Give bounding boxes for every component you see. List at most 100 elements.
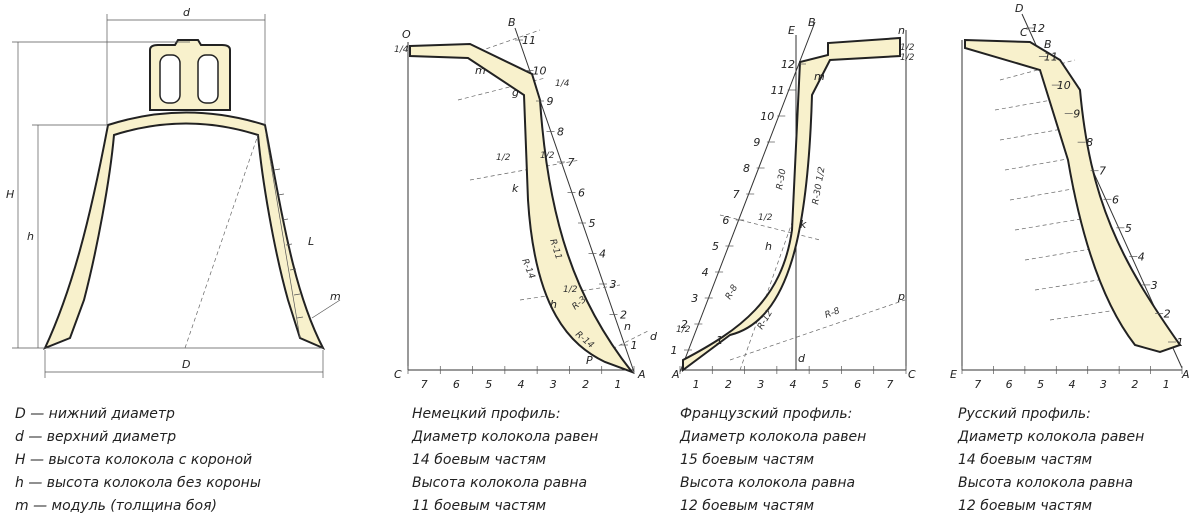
scale-label: 5 — [1125, 222, 1132, 235]
fraction: 1/4 — [555, 79, 570, 89]
caption-line: Диаметр колокола равен — [411, 429, 598, 445]
axis-label: 6 — [453, 378, 460, 391]
scale-label: 8 — [743, 162, 750, 175]
label: k — [800, 218, 807, 231]
fraction: 1/2 — [563, 285, 578, 295]
axis-label: 4 — [518, 378, 525, 391]
axis-label: 7 — [421, 378, 428, 391]
fraction: 1/2 — [758, 213, 773, 223]
axis-label: 5 — [485, 378, 492, 391]
axis-label: 1 — [693, 378, 700, 391]
axis-label: 2 — [1131, 378, 1138, 391]
scale-label: 12 — [781, 58, 795, 71]
label: h — [550, 298, 557, 311]
scale-label: 11 — [771, 84, 785, 97]
caption-line: 11 боевым частям — [412, 498, 547, 514]
label: C — [394, 368, 402, 381]
label: m — [475, 64, 486, 77]
axis-label: 2 — [725, 378, 732, 391]
label: m — [330, 290, 341, 303]
scale-label: 3 — [691, 292, 698, 305]
radius-label: R-8 — [824, 306, 842, 321]
construction-line — [470, 160, 580, 180]
construction-line — [740, 200, 800, 370]
scale-label: 2 — [1164, 307, 1171, 320]
bell-drawing: d H h L m D — [6, 6, 341, 378]
caption-line: Высота колокола равна — [412, 475, 587, 491]
scale-label: 1 — [631, 339, 638, 352]
scale-label: 10 — [533, 65, 547, 78]
axis-label: 2 — [582, 378, 589, 391]
scale-label: 11 — [522, 34, 536, 47]
legend-item: H — высота колокола с короной — [15, 452, 252, 468]
scale-label: 9 — [547, 95, 554, 108]
axis-label: 4 — [790, 378, 797, 391]
scale-label: 2 — [620, 309, 627, 322]
label: g — [512, 86, 519, 99]
label: C — [908, 368, 916, 381]
label: 1 — [716, 334, 723, 347]
caption-line: Французский профиль: — [680, 406, 852, 422]
construction-line — [185, 135, 258, 348]
fraction: 1/2 — [540, 151, 555, 161]
legend: D — нижний диаметр d — верхний диаметр H… — [15, 406, 261, 514]
german-bell-profile — [410, 44, 632, 372]
axis-label: 5 — [1037, 378, 1044, 391]
fraction: 1/2 — [496, 153, 511, 163]
caption-line: Диаметр колокола равен — [679, 429, 866, 445]
scale-label: 10 — [760, 110, 774, 123]
label: d — [183, 6, 191, 19]
scale-label: 3 — [1151, 279, 1158, 292]
scale-label: 6 — [578, 187, 585, 200]
legend-item: D — нижний диаметр — [15, 406, 175, 422]
dim-line — [266, 135, 300, 338]
caption-line: 12 боевым частям — [680, 498, 815, 514]
label: d — [798, 352, 806, 365]
caption-line: 14 боевым частям — [958, 452, 1093, 468]
axis-label: 1 — [1163, 378, 1170, 391]
fraction: 1/2 — [900, 53, 915, 63]
label: A — [671, 368, 680, 381]
legend-item: m — модуль (толщина боя) — [15, 498, 217, 514]
scale-label: 6 — [1112, 193, 1119, 206]
label: h — [27, 230, 34, 243]
scale-label: 4 — [1138, 250, 1145, 263]
axis-label: 6 — [854, 378, 861, 391]
french-bell-profile — [683, 38, 900, 370]
legend-item: d — верхний диаметр — [15, 429, 176, 445]
label: B — [808, 16, 816, 29]
legend-item: h — высота колокола без короны — [15, 475, 261, 491]
scale-label: 12 — [1031, 22, 1045, 35]
axis-label: 7 — [974, 378, 981, 391]
label: E — [950, 368, 957, 381]
label: D — [1015, 2, 1023, 15]
label: D — [182, 358, 190, 371]
axis-label: 1 — [614, 378, 621, 391]
scale-label: 1 — [1177, 336, 1184, 349]
axis-label: 7 — [886, 378, 893, 391]
caption-line: Высота колокола равна — [958, 475, 1133, 491]
radius-label: R-30 1/2 — [811, 166, 828, 206]
axis-label: 5 — [822, 378, 829, 391]
label: B — [508, 16, 516, 29]
radius-label: R-14 — [519, 257, 536, 280]
label: H — [6, 188, 14, 201]
fraction: 1/2 — [900, 43, 915, 53]
fraction: 1/4 — [394, 45, 409, 55]
label: n — [624, 320, 631, 333]
caption-line: Высота колокола равна — [680, 475, 855, 491]
label: P — [586, 354, 593, 367]
caption-line: 12 боевым частям — [958, 498, 1093, 514]
label: E — [788, 24, 795, 37]
scale-label: 4 — [599, 248, 606, 261]
label: O — [402, 28, 411, 41]
scale-label: 10 — [1057, 79, 1071, 92]
label: d — [650, 330, 658, 343]
label: k — [512, 182, 519, 195]
scale-label: 3 — [610, 278, 617, 291]
scale-label: 9 — [753, 136, 760, 149]
radius-label: R-8 — [724, 283, 740, 301]
axis-label: 3 — [757, 378, 764, 391]
scale-label: 5 — [589, 217, 596, 230]
scale-label: 7 — [568, 156, 575, 169]
